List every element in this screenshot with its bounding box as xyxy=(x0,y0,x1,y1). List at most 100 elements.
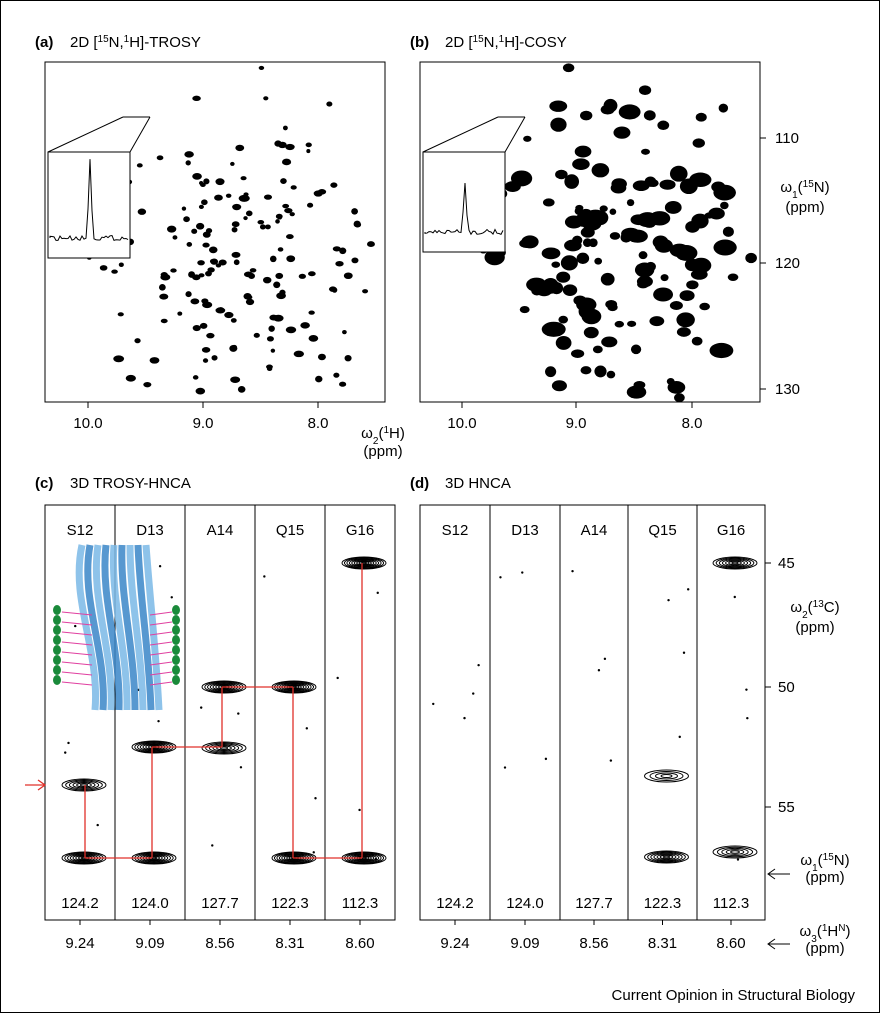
peak xyxy=(591,163,610,178)
peak-contour xyxy=(205,742,243,754)
peak xyxy=(184,151,194,158)
panel-title: 3D HNCA xyxy=(445,475,511,492)
superscript: 1 xyxy=(499,34,505,45)
peak xyxy=(669,301,683,310)
peak xyxy=(286,255,296,263)
text-run: ω xyxy=(800,923,812,940)
lipid xyxy=(149,651,173,656)
peak-contour xyxy=(65,779,103,791)
peak xyxy=(660,274,669,282)
peak xyxy=(235,144,245,152)
lipid-head xyxy=(172,645,180,655)
strip-n15: 112.3 xyxy=(342,895,378,912)
peak-contour xyxy=(718,558,752,568)
lipid xyxy=(61,621,93,626)
lipid-head xyxy=(53,625,61,635)
x-tick-label: 9.09 xyxy=(135,935,164,952)
peak xyxy=(200,182,206,188)
peak xyxy=(149,357,160,364)
x-tick-label: 8.31 xyxy=(648,935,677,952)
peak-contour xyxy=(212,744,236,752)
peak-contour xyxy=(208,743,240,753)
strip-residue: G16 xyxy=(717,522,745,539)
peak xyxy=(118,262,124,268)
peak xyxy=(268,325,275,332)
peak xyxy=(362,289,369,294)
peak xyxy=(545,366,557,378)
peak xyxy=(215,307,226,314)
peak xyxy=(111,269,118,274)
peak xyxy=(711,181,726,193)
peak xyxy=(690,257,712,274)
peak xyxy=(137,208,147,215)
peak xyxy=(551,380,567,392)
text-run: N) xyxy=(834,852,850,869)
protein-cartoon xyxy=(53,544,180,711)
beta-strand xyxy=(134,544,155,711)
noise xyxy=(237,712,240,715)
text-run: 3D HNCA xyxy=(445,475,511,492)
lipid-head xyxy=(53,605,61,615)
peak xyxy=(555,169,568,180)
peak xyxy=(578,303,595,319)
peak xyxy=(601,336,618,348)
peak xyxy=(674,393,685,403)
peak-contour xyxy=(649,771,684,781)
peak xyxy=(160,318,168,324)
peak xyxy=(134,338,141,344)
peak xyxy=(588,238,598,248)
peak xyxy=(196,222,205,230)
y-axis-label: ω1(15N) xyxy=(780,179,829,201)
peak xyxy=(276,292,286,300)
spectrum-box xyxy=(419,61,761,403)
y-tick-label: 55 xyxy=(778,799,795,816)
peak xyxy=(273,281,281,289)
peak xyxy=(275,272,284,279)
peak xyxy=(305,142,312,148)
arrow xyxy=(25,779,47,791)
peak xyxy=(564,174,580,189)
peak xyxy=(627,320,637,327)
peak xyxy=(202,301,213,309)
lipid xyxy=(61,671,93,676)
peak xyxy=(626,199,635,207)
peak xyxy=(113,355,125,363)
peak xyxy=(172,235,178,240)
peak xyxy=(263,194,273,200)
text-run: 2D [ xyxy=(445,34,473,51)
peak xyxy=(167,225,177,233)
peak xyxy=(282,125,288,131)
peak xyxy=(156,155,164,161)
lipid-head xyxy=(53,665,61,675)
arrow xyxy=(767,938,790,950)
panel-title: 3D TROSY-HNCA xyxy=(70,475,191,492)
superscript: 13 xyxy=(813,599,825,610)
peak xyxy=(199,322,208,329)
peak-contour xyxy=(659,854,674,860)
peak xyxy=(332,246,341,252)
noise xyxy=(544,757,548,761)
strip-residue: G16 xyxy=(346,522,374,539)
panel-label: (b) xyxy=(410,34,429,51)
peak-contour xyxy=(725,849,745,855)
lipid xyxy=(149,671,173,676)
peak xyxy=(245,298,255,306)
peak xyxy=(206,332,215,339)
n15-axis-label: ω1(15N) xyxy=(800,852,849,874)
peak xyxy=(205,228,213,234)
strip-n15: 127.7 xyxy=(201,895,239,912)
peak-contour xyxy=(728,560,742,566)
text-run: N, xyxy=(109,34,124,51)
peak xyxy=(645,261,656,272)
x-tick-label: 9.0 xyxy=(193,415,214,432)
peak xyxy=(613,126,631,139)
peak-contour xyxy=(731,561,739,565)
strip-residue: D13 xyxy=(511,522,539,539)
peak xyxy=(177,311,183,316)
peak xyxy=(218,259,227,266)
peak xyxy=(258,65,265,70)
lipid xyxy=(61,651,93,656)
peak xyxy=(202,242,210,248)
peak xyxy=(699,302,710,311)
